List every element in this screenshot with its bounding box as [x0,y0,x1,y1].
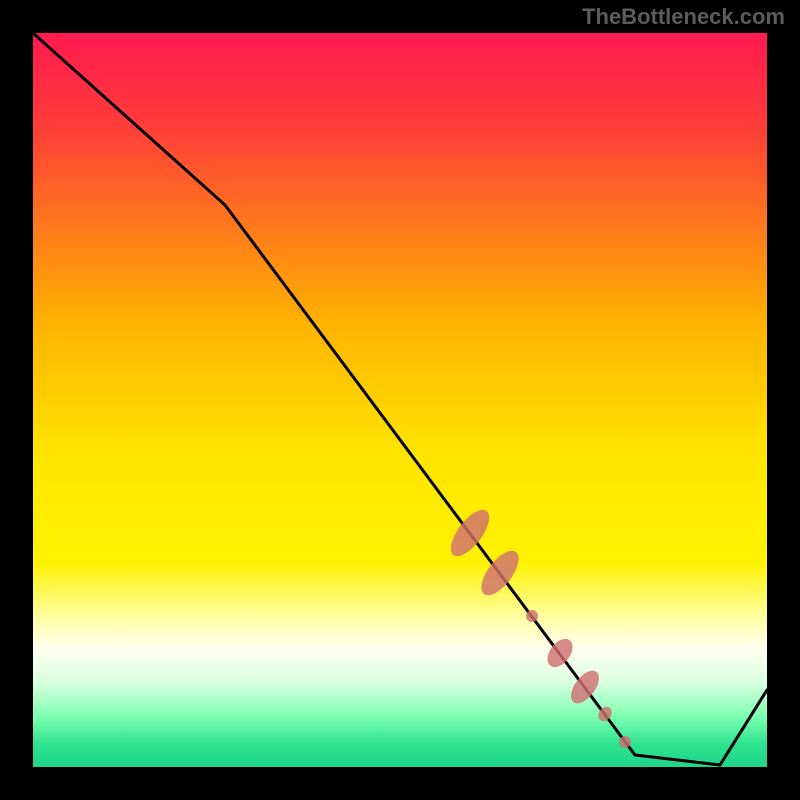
bottleneck-curve-chart: TheBottleneck.com [0,0,800,800]
data-marker [526,610,538,622]
watermark-text: TheBottleneck.com [582,4,785,29]
data-marker [619,736,631,748]
chart-frame: TheBottleneck.com [0,0,800,800]
plot-background [33,33,767,767]
